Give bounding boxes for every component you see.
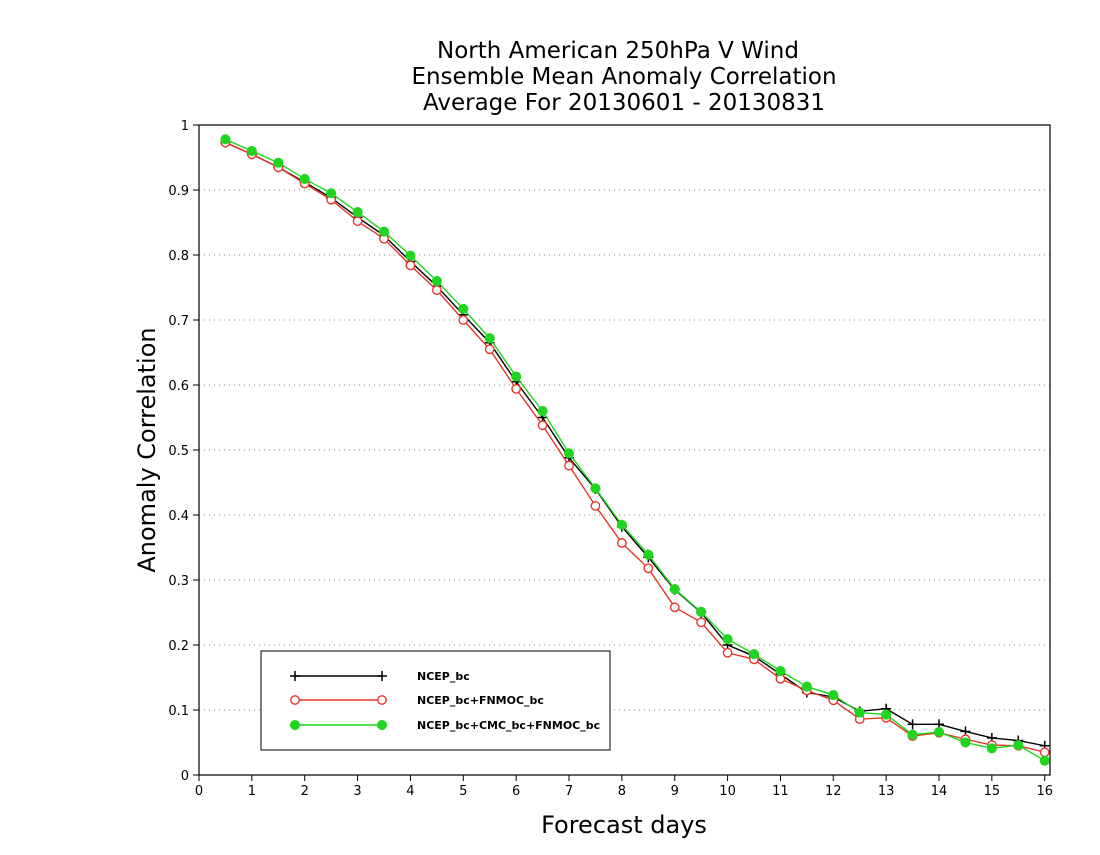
legend: NCEP_bc NCEP_bc+FNMOC_bc NCEP_bc+CMC_bc+FN… — [260, 650, 611, 751]
data-point-ncep-bc-cmc-bc-fnmoc-bc — [246, 145, 257, 157]
legend-label-ncep-bc-cmc-bc-fnmoc-bc: NCEP_bc+CMC_bc+FNMOC_bc — [417, 719, 600, 732]
data-point-ncep-bc-cmc-bc-fnmoc-bc — [748, 649, 760, 660]
data-point-ncep-bc-cmc-bc-fnmoc-bc — [511, 371, 522, 382]
data-point-ncep-bc-fnmoc-bc — [537, 420, 548, 431]
series-layer — [220, 134, 1050, 766]
x-tick-label: 16 — [1036, 784, 1053, 799]
data-point-ncep-bc-cmc-bc-fnmoc-bc — [458, 303, 469, 315]
y-tick-label: 0.4 — [168, 509, 189, 524]
x-tick-label: 6 — [512, 784, 520, 799]
x-tick-label: 3 — [353, 784, 361, 799]
x-tick-label: 12 — [825, 784, 842, 799]
data-point-ncep-bc-cmc-bc-fnmoc-bc — [881, 709, 892, 720]
chart-title-line-2: Ensemble Mean Anomaly Correlation — [411, 64, 836, 90]
x-tick-label: 0 — [195, 784, 203, 799]
data-point-ncep-bc-fnmoc-bc — [722, 647, 733, 658]
x-tick-label: 13 — [878, 784, 895, 799]
data-point-ncep-bc-cmc-bc-fnmoc-bc — [907, 729, 918, 740]
grid-layer — [199, 189, 1050, 711]
data-point-ncep-bc-fnmoc-bc — [1039, 747, 1050, 758]
series-ncep-bc-cmc-bc-fnmoc-bc — [220, 134, 1050, 766]
data-point-ncep-bc-cmc-bc-fnmoc-bc — [220, 134, 231, 145]
tick-layer: 00.10.20.30.40.50.60.70.80.910 1 2 3 4 5 6 7 8 9 1… — [168, 119, 1053, 799]
legend-marker-ncep-bc-cmc-bc-fnmoc-bc — [376, 719, 388, 731]
data-point-ncep-bc-cmc-bc-fnmoc-bc — [326, 188, 337, 199]
legend-marker-ncep-bc — [377, 671, 387, 681]
data-point-ncep-bc-cmc-bc-fnmoc-bc — [775, 665, 786, 677]
data-point-ncep-bc-cmc-bc-fnmoc-bc — [273, 157, 284, 168]
data-point-ncep-bc-fnmoc-bc — [352, 216, 363, 227]
y-tick-label: 0.9 — [168, 184, 189, 199]
data-point-ncep-bc-cmc-bc-fnmoc-bc — [590, 483, 601, 494]
data-point-ncep-bc-cmc-bc-fnmoc-bc — [537, 405, 548, 417]
y-tick-label: 0.8 — [168, 249, 189, 264]
data-point-ncep-bc-fnmoc-bc — [484, 344, 495, 355]
data-point-ncep-bc-cmc-bc-fnmoc-bc — [352, 207, 363, 218]
legend-marker-ncep-bc-fnmoc-bc — [290, 695, 300, 705]
data-point-ncep-bc-fnmoc-bc — [511, 383, 522, 394]
data-point-ncep-bc-fnmoc-bc — [590, 500, 601, 511]
chart-title-line-1: North American 250hPa V Wind — [437, 38, 799, 64]
data-point-ncep-bc-cmc-bc-fnmoc-bc — [960, 737, 971, 748]
data-point-ncep-bc-cmc-bc-fnmoc-bc — [616, 519, 627, 530]
data-point-ncep-bc — [907, 719, 918, 730]
data-point-ncep-bc-cmc-bc-fnmoc-bc — [986, 743, 997, 754]
data-point-ncep-bc-cmc-bc-fnmoc-bc — [378, 226, 390, 237]
data-point-ncep-bc-fnmoc-bc — [564, 460, 574, 471]
data-point-ncep-bc-cmc-bc-fnmoc-bc — [696, 606, 707, 617]
data-point-ncep-bc-fnmoc-bc — [458, 315, 469, 325]
data-point-ncep-bc-cmc-bc-fnmoc-bc — [669, 584, 680, 595]
x-tick-label: 11 — [772, 784, 789, 799]
x-tick-label: 7 — [565, 784, 573, 799]
data-point-ncep-bc-cmc-bc-fnmoc-bc — [854, 707, 865, 718]
y-tick-label: 0.6 — [168, 379, 189, 394]
legend-label-ncep-bc: NCEP_bc — [417, 670, 470, 683]
y-tick-label: 0.2 — [168, 639, 189, 654]
y-tick-label: 0.3 — [168, 574, 189, 589]
legend-marker-ncep-bc-fnmoc-bc — [377, 695, 387, 705]
y-axis-label: Anomaly Correlation — [133, 327, 161, 572]
y-tick-label: 0 — [181, 769, 189, 784]
data-point-ncep-bc-cmc-bc-fnmoc-bc — [933, 727, 945, 738]
data-point-ncep-bc-fnmoc-bc — [696, 617, 707, 628]
legend-marker-ncep-bc-cmc-bc-fnmoc-bc — [289, 719, 301, 731]
x-tick-label: 5 — [459, 784, 467, 799]
chart-title-line-3: Average For 20130601 - 20130831 — [423, 90, 825, 116]
data-point-ncep-bc-cmc-bc-fnmoc-bc — [1013, 740, 1024, 751]
legend-items: NCEP_bc NCEP_bc+FNMOC_bc NCEP_bc+CMC_bc+FN… — [289, 670, 600, 732]
y-tick-label: 0.5 — [168, 444, 189, 459]
legend-label-ncep-bc-fnmoc-bc: NCEP_bc+FNMOC_bc — [417, 694, 544, 707]
x-tick-label: 15 — [984, 784, 1001, 799]
data-point-ncep-bc-cmc-bc-fnmoc-bc — [405, 250, 416, 261]
y-tick-label: 1 — [181, 119, 189, 134]
data-point-ncep-bc-fnmoc-bc — [616, 538, 627, 548]
data-point-ncep-bc-cmc-bc-fnmoc-bc — [563, 448, 575, 459]
data-point-ncep-bc-fnmoc-bc — [405, 260, 416, 271]
x-tick-label: 14 — [931, 784, 948, 799]
x-axis-label: Forecast days — [541, 811, 707, 839]
legend-marker-ncep-bc — [290, 671, 300, 681]
data-point-ncep-bc-cmc-bc-fnmoc-bc — [828, 690, 839, 701]
data-point-ncep-bc-cmc-bc-fnmoc-bc — [431, 275, 442, 287]
data-point-ncep-bc-cmc-bc-fnmoc-bc — [722, 634, 733, 645]
x-tick-label: 1 — [248, 784, 256, 799]
data-point-ncep-bc-cmc-bc-fnmoc-bc — [643, 549, 654, 560]
data-point-ncep-bc-cmc-bc-fnmoc-bc — [484, 333, 495, 344]
data-point-ncep-bc-cmc-bc-fnmoc-bc — [299, 173, 310, 184]
data-point-ncep-bc-fnmoc-bc — [669, 602, 680, 613]
y-tick-label: 0.1 — [168, 704, 189, 719]
x-tick-label: 8 — [618, 784, 626, 799]
x-tick-label: 10 — [719, 784, 736, 799]
data-point-ncep-bc-cmc-bc-fnmoc-bc — [801, 681, 812, 692]
data-point-ncep-bc-cmc-bc-fnmoc-bc — [1039, 755, 1050, 766]
data-point-ncep-bc-fnmoc-bc — [431, 285, 442, 295]
data-point-ncep-bc-fnmoc-bc — [643, 563, 654, 574]
series-line-ncep-bc-cmc-bc-fnmoc-bc — [225, 138, 1046, 762]
x-tick-label: 9 — [671, 784, 679, 799]
x-tick-label: 2 — [301, 784, 309, 799]
y-tick-label: 0.7 — [168, 314, 189, 329]
x-tick-label: 4 — [406, 784, 414, 799]
